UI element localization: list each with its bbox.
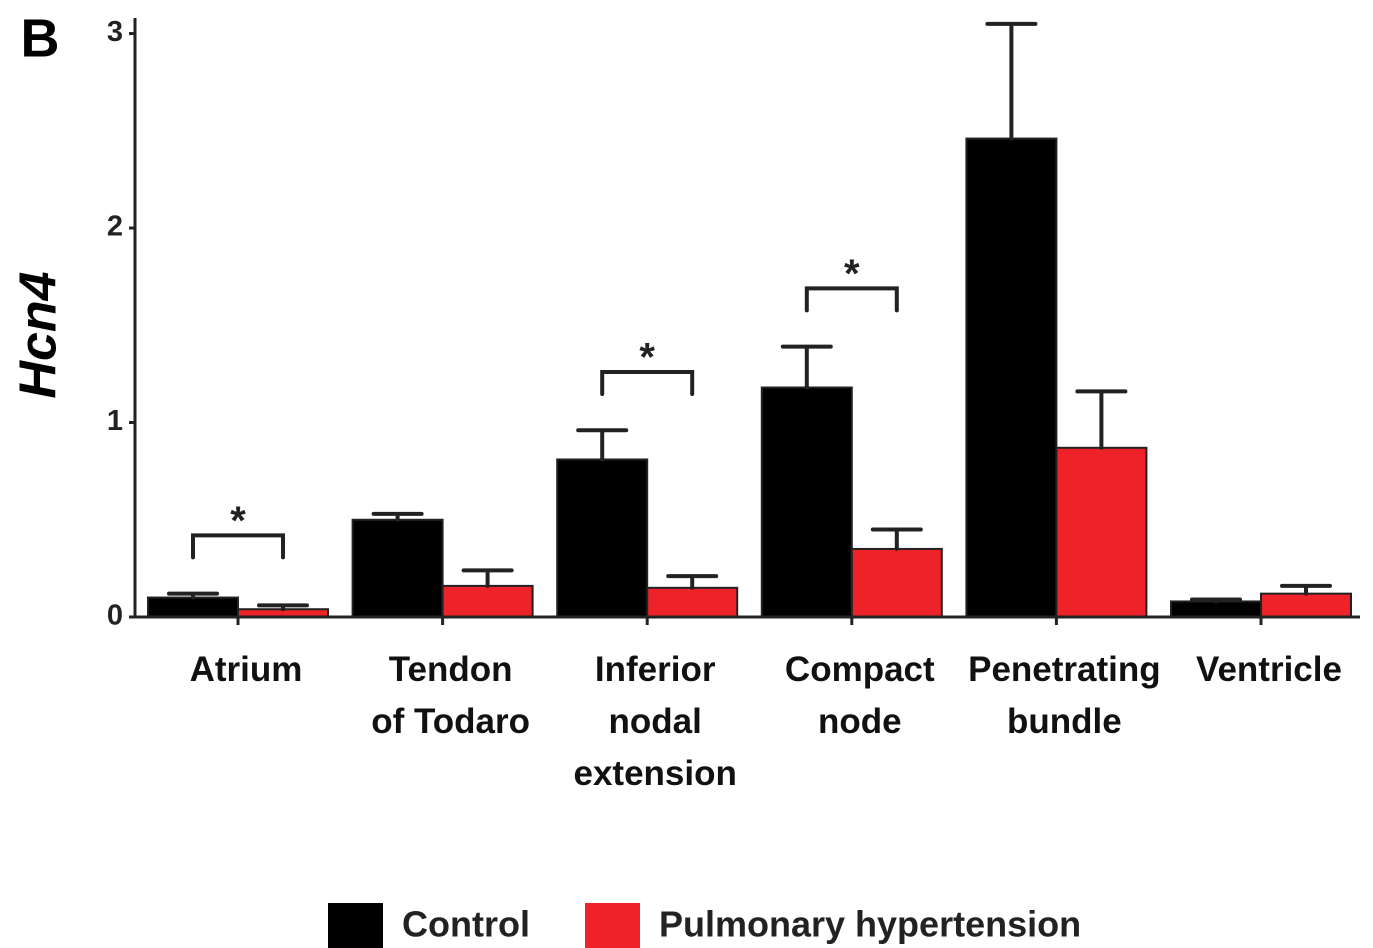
significance-label: *: [230, 499, 246, 543]
error-bar: [461, 568, 514, 588]
error-bar: [1190, 597, 1242, 604]
bar: [965, 137, 1058, 619]
legend-label: Control: [402, 904, 530, 945]
bar: [850, 547, 943, 619]
error-bar: [1280, 583, 1332, 596]
panel-label: B: [21, 8, 60, 68]
bar: [1055, 446, 1148, 618]
y-tick-label: 2: [107, 211, 123, 243]
error-bar: [985, 21, 1038, 141]
significance-bracket: [191, 533, 285, 560]
y-tick-label: 1: [107, 405, 123, 437]
error-bar: [257, 603, 309, 612]
y-tick-label: 0: [107, 600, 123, 632]
error-bar: [167, 591, 219, 600]
error-bar: [371, 511, 424, 522]
bar: [646, 586, 739, 619]
significance-bracket: [804, 286, 899, 313]
bar: [147, 596, 239, 618]
bar: [1170, 600, 1262, 618]
bar: [556, 458, 649, 618]
significance-label: *: [844, 252, 860, 296]
significance-bracket: [600, 369, 695, 396]
x-tick-label: Inferior nodal extension: [573, 650, 737, 793]
x-tick-label: Tendon of Todaro: [371, 650, 530, 741]
legend-swatch: [585, 903, 640, 948]
legend-label: Pulmonary hypertension: [659, 904, 1081, 945]
y-axis-label: Hcn4: [10, 271, 68, 398]
error-bar: [576, 428, 629, 462]
bar: [441, 584, 534, 618]
error-bar: [870, 527, 923, 551]
y-tick-label: 3: [107, 16, 123, 48]
bar: [760, 386, 853, 619]
error-bar: [1075, 389, 1128, 450]
x-tick-label: Compact node: [784, 650, 935, 741]
error-bar: [666, 574, 719, 590]
x-tick-label: Penetrating bundle: [968, 650, 1161, 741]
x-tick-label: Ventricle: [1196, 650, 1342, 689]
significance-label: *: [639, 336, 655, 380]
error-bar: [780, 344, 833, 390]
legend-swatch: [328, 903, 383, 948]
x-tick-label: Atrium: [189, 650, 303, 689]
bar: [1260, 592, 1352, 619]
bar: [351, 518, 444, 619]
